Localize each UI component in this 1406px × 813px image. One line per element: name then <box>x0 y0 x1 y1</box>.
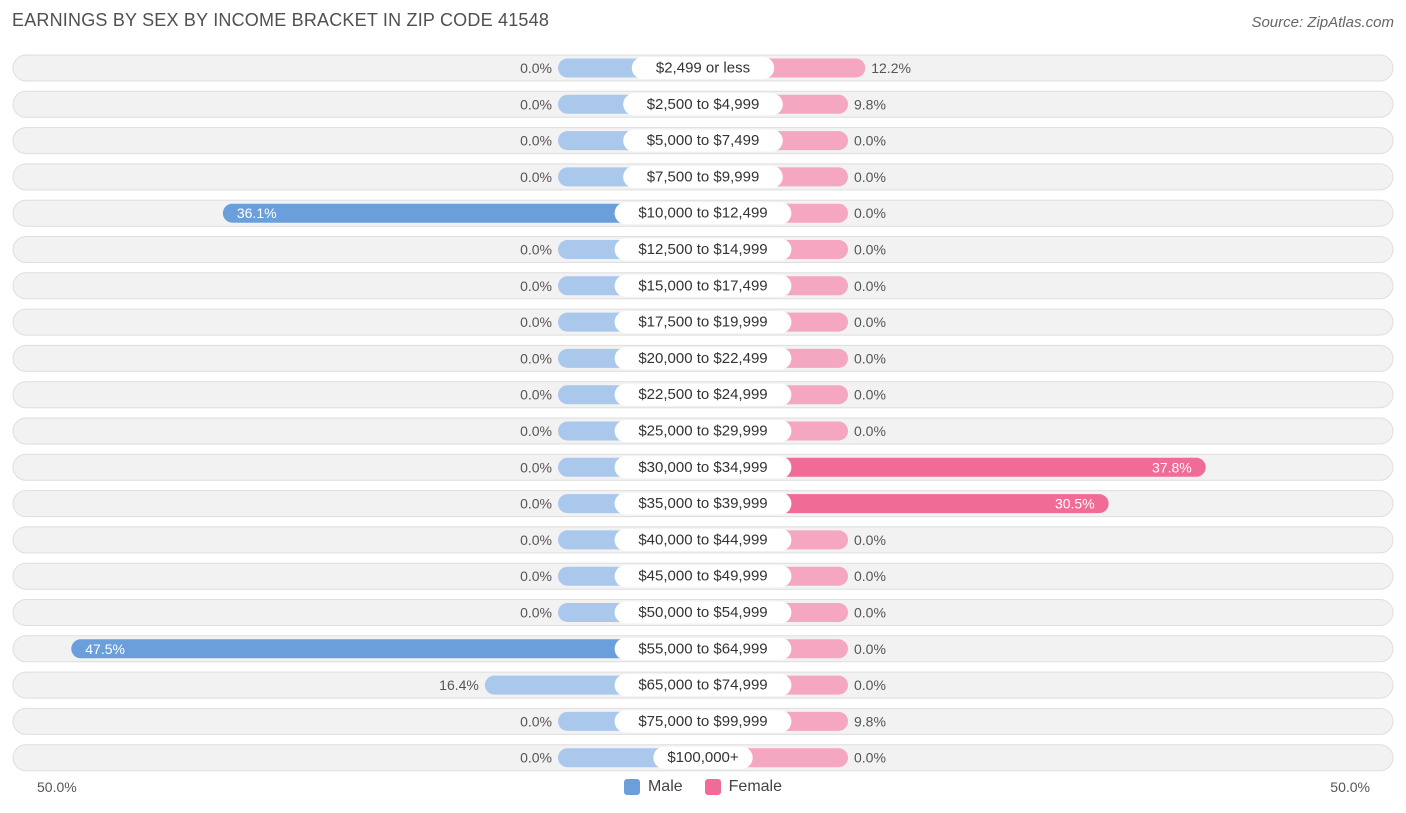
legend-item-female[interactable]: Female <box>704 778 783 796</box>
male-value-label: 0.0% <box>520 278 552 294</box>
female-value-label: 0.0% <box>854 133 886 149</box>
category-pill <box>614 202 792 225</box>
category-label: $75,000 to $99,999 <box>638 713 767 730</box>
female-value-label: 0.0% <box>854 750 886 766</box>
category-pill <box>614 274 792 297</box>
male-value-label: 16.4% <box>439 677 479 693</box>
female-value-label: 0.0% <box>854 169 886 185</box>
category-pill <box>614 456 792 479</box>
male-value-label: 0.0% <box>520 713 552 729</box>
category-label: $45,000 to $49,999 <box>638 568 767 585</box>
category-label: $100,000+ <box>667 749 739 766</box>
axis-left-label: 50.0% <box>37 779 77 795</box>
category-pill <box>614 383 792 406</box>
female-value-label: 0.0% <box>854 242 886 258</box>
female-value-label: 0.0% <box>854 314 886 330</box>
category-pill <box>614 601 792 624</box>
female-value-label: 0.0% <box>854 278 886 294</box>
male-bar <box>222 203 703 223</box>
male-value-label: 0.0% <box>520 242 552 258</box>
male-value-label: 0.0% <box>520 605 552 621</box>
category-pill <box>623 129 783 152</box>
category-label: $25,000 to $29,999 <box>638 423 767 440</box>
category-label: $2,500 to $4,999 <box>647 96 760 113</box>
category-label: $22,500 to $24,999 <box>638 386 767 403</box>
male-value-label: 0.0% <box>520 60 552 76</box>
female-bar <box>703 457 1206 477</box>
male-value-label: 0.0% <box>520 423 552 439</box>
female-value-label: 12.2% <box>871 60 911 76</box>
female-value-label: 30.5% <box>1055 496 1095 512</box>
female-value-label: 0.0% <box>854 568 886 584</box>
legend-label-male: Male <box>647 778 683 795</box>
male-value-label: 0.0% <box>520 532 552 548</box>
axis-right-label: 50.0% <box>1330 779 1370 795</box>
female-value-label: 0.0% <box>854 205 886 221</box>
category-pill <box>623 93 783 116</box>
category-pill <box>614 674 792 697</box>
category-label: $10,000 to $12,499 <box>638 205 767 222</box>
male-value-label: 0.0% <box>520 314 552 330</box>
male-value-label: 0.0% <box>520 750 552 766</box>
female-value-label: 9.8% <box>854 96 886 112</box>
legend-swatch-male <box>623 779 640 795</box>
category-label: $40,000 to $44,999 <box>638 531 767 548</box>
category-pill <box>614 637 792 660</box>
female-value-label: 0.0% <box>854 350 886 366</box>
legend-label-female: Female <box>728 778 783 795</box>
category-pill <box>631 57 775 79</box>
female-value-label: 0.0% <box>854 641 886 657</box>
male-value-label: 0.0% <box>520 459 552 475</box>
chart-title: EARNINGS BY SEX BY INCOME BRACKET IN ZIP… <box>12 10 550 30</box>
category-pill <box>653 746 753 769</box>
category-pill <box>614 311 792 334</box>
category-label: $2,499 or less <box>656 60 750 77</box>
female-value-label: 37.8% <box>1152 459 1192 475</box>
category-label: $15,000 to $17,499 <box>638 277 767 294</box>
category-label: $7,500 to $9,999 <box>647 168 760 185</box>
male-value-label: 0.0% <box>520 169 552 185</box>
female-value-label: 0.0% <box>854 677 886 693</box>
male-value-label: 0.0% <box>520 387 552 403</box>
male-value-label: 0.0% <box>520 350 552 366</box>
category-pill <box>614 238 792 261</box>
category-label: $17,500 to $19,999 <box>638 314 767 331</box>
category-pill <box>614 420 792 442</box>
category-label: $30,000 to $34,999 <box>638 459 767 476</box>
female-value-label: 0.0% <box>854 605 886 621</box>
category-label: $50,000 to $54,999 <box>638 604 767 621</box>
legend: Male Female <box>0 778 1406 796</box>
male-value-label: 0.0% <box>520 496 552 512</box>
male-value-label: 0.0% <box>520 568 552 584</box>
male-value-label: 47.5% <box>85 641 125 657</box>
category-label: $65,000 to $74,999 <box>638 677 767 694</box>
legend-swatch-female <box>704 779 721 795</box>
source-credit: Source: ZipAtlas.com <box>1251 14 1394 31</box>
female-value-label: 0.0% <box>854 423 886 439</box>
category-pill <box>614 492 792 515</box>
category-label: $55,000 to $64,999 <box>638 640 767 657</box>
male-value-label: 0.0% <box>520 133 552 149</box>
category-pill <box>614 528 792 551</box>
female-value-label: 0.0% <box>854 387 886 403</box>
category-pill <box>623 165 783 188</box>
female-value-label: 0.0% <box>854 532 886 548</box>
female-value-label: 9.8% <box>854 713 886 729</box>
category-label: $12,500 to $14,999 <box>638 241 767 258</box>
male-bar <box>71 639 703 659</box>
female-bar <box>703 494 1109 514</box>
category-pill <box>614 565 792 588</box>
legend-item-male[interactable]: Male <box>623 778 683 796</box>
male-value-label: 36.1% <box>237 205 277 221</box>
category-label: $35,000 to $39,999 <box>638 495 767 512</box>
category-label: $20,000 to $22,499 <box>638 350 767 367</box>
male-value-label: 0.0% <box>520 96 552 112</box>
category-label: $5,000 to $7,499 <box>647 132 760 149</box>
category-pill <box>614 710 792 733</box>
category-pill <box>614 347 792 370</box>
